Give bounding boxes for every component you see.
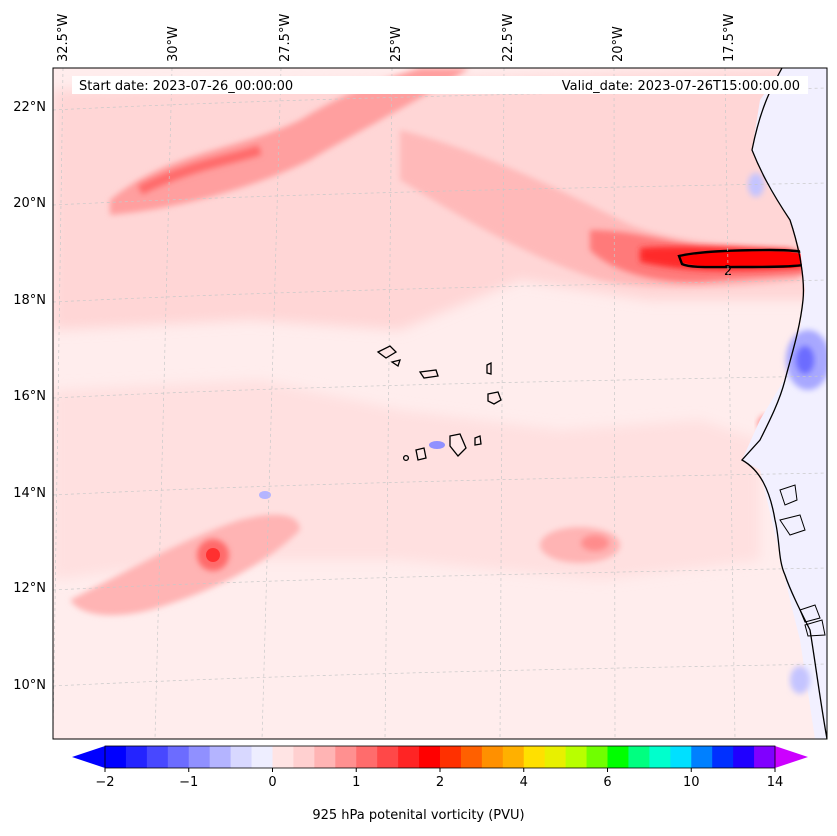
lat-label: 16°N xyxy=(13,389,46,404)
lat-label: 12°N xyxy=(13,581,46,596)
colorbar: −2 −1 0 1 2 4 6 10 14 xyxy=(72,745,808,790)
colorbar-segment xyxy=(481,746,504,768)
latitude-labels: 22°N 20°N 18°N 16°N 14°N 12°N 10°N xyxy=(13,100,46,693)
africa-land xyxy=(742,68,827,739)
contour-label: 2 xyxy=(724,264,732,279)
lon-label: 27.5°W xyxy=(278,14,293,62)
start-date-text: Start date: 2023-07-26_00:00:00 xyxy=(79,79,293,94)
colorbar-under-arrow xyxy=(72,746,105,768)
colorbar-over-arrow xyxy=(775,746,808,768)
colorbar-segment xyxy=(670,746,692,768)
colorbar-segment xyxy=(419,746,441,768)
lon-label: 25°W xyxy=(389,26,404,62)
colorbar-tick-label: 10 xyxy=(683,775,700,790)
lat-label: 14°N xyxy=(13,486,46,501)
colorbar-segment xyxy=(209,746,232,768)
island-maio xyxy=(474,435,482,446)
lon-label: 20°W xyxy=(611,26,626,62)
colorbar-tick-label: −1 xyxy=(179,775,198,790)
colorbar-segment xyxy=(733,746,755,768)
pv-field-s-core xyxy=(581,535,609,551)
lat-label: 22°N xyxy=(13,100,46,115)
colorbar-segment xyxy=(565,746,588,768)
map-panel: 2 xyxy=(53,68,827,739)
colorbar-tick-label: 6 xyxy=(603,775,611,790)
colorbar-segment xyxy=(314,746,336,768)
colorbar-segment xyxy=(607,746,629,768)
colorbar-segment xyxy=(523,746,546,768)
colorbar-segment xyxy=(586,746,608,768)
island-boa-vista xyxy=(487,391,502,405)
african-coastline xyxy=(740,68,827,739)
island-santo-antao xyxy=(376,345,398,359)
colorbar-segment xyxy=(460,746,483,768)
lat-label: 20°N xyxy=(13,196,46,211)
colorbar-segment xyxy=(377,746,399,768)
colorbar-ticks: −2 −1 0 1 2 4 6 10 14 xyxy=(95,768,783,790)
colorbar-segment xyxy=(188,746,211,768)
island-sao-vicente xyxy=(390,359,401,368)
pv-field-ocean-blue xyxy=(429,441,445,449)
pv-field-land-blue-south xyxy=(790,666,810,694)
pv-field-ne-peak xyxy=(680,251,812,268)
graticule xyxy=(53,68,827,739)
colorbar-segment xyxy=(440,746,462,768)
island-santiago xyxy=(449,433,467,457)
colorbar-segment xyxy=(167,746,190,768)
pv-field-land-blue-core xyxy=(796,346,814,374)
longitude-labels: 32.5°W 30°W 27.5°W 25°W 22.5°W 20°W 17.5… xyxy=(56,14,737,62)
colorbar-segment xyxy=(105,746,127,768)
pv-field-sw-streak xyxy=(70,514,300,616)
lat-label: 18°N xyxy=(13,293,46,308)
colorbar-segment xyxy=(754,746,776,768)
colorbar-tick-label: 14 xyxy=(767,775,784,790)
island-fogo xyxy=(415,447,427,461)
lon-label: 22.5°W xyxy=(501,14,516,62)
colorbar-segment xyxy=(251,746,273,768)
header-box xyxy=(72,76,808,94)
colorbar-segments xyxy=(105,746,776,768)
lat-label: 10°N xyxy=(13,678,46,693)
colorbar-segment xyxy=(398,746,420,768)
colorbar-segment xyxy=(628,746,650,768)
pv-field-land-blue-north xyxy=(748,173,764,197)
pv-field-sw-max xyxy=(206,548,220,562)
colorbar-tick-label: 1 xyxy=(352,775,360,790)
pv-field-ocean-blue-2 xyxy=(259,491,271,499)
colorbar-segment xyxy=(502,746,525,768)
lon-label: 17.5°W xyxy=(722,14,737,62)
map-frame xyxy=(52,67,828,740)
colorbar-segment xyxy=(649,746,671,768)
colorbar-segment xyxy=(335,746,357,768)
colorbar-segment xyxy=(230,746,253,768)
pv-field-nw-streak xyxy=(110,68,470,215)
colorbar-tick-label: 4 xyxy=(520,775,528,790)
colorbar-tick-label: 0 xyxy=(268,775,276,790)
colorbar-segment xyxy=(125,746,148,768)
colorbar-segment xyxy=(712,746,734,768)
lon-label: 30°W xyxy=(166,26,181,62)
island-sal xyxy=(486,361,492,375)
colorbar-segment xyxy=(272,746,294,768)
colorbar-title: 925 hPa potenital vorticity (PVU) xyxy=(312,808,525,823)
colorbar-segment xyxy=(146,746,169,768)
valid-date-text: Valid_date: 2023-07-26T15:00:00.00 xyxy=(562,79,800,94)
colorbar-segment xyxy=(293,746,315,768)
colorbar-tick-label: 2 xyxy=(436,775,444,790)
cape-verde-islands xyxy=(376,345,502,462)
island-sao-nicolau xyxy=(418,369,439,379)
pv-field-nw-core xyxy=(137,145,262,195)
colorbar-segment xyxy=(356,746,378,768)
guinea-bissau-coast xyxy=(779,484,826,637)
island-brava xyxy=(402,454,410,462)
lon-label: 32.5°W xyxy=(56,14,71,62)
colorbar-segment xyxy=(691,746,713,768)
colorbar-tick-label: −2 xyxy=(95,775,114,790)
colorbar-segment xyxy=(544,746,567,768)
